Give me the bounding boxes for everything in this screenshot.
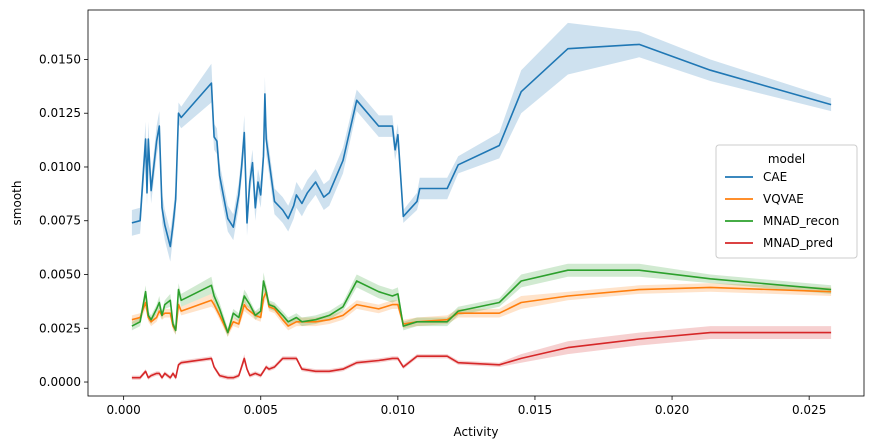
series-lines <box>131 43 832 379</box>
y-axis-ticks: 0.0000 0.0025 0.0050 0.0075 0.0100 0.0125 0.01… <box>39 52 88 389</box>
legend: model CAE VQVAE MNAD_recon MNAD_pred <box>715 144 858 259</box>
x-tick-label: 0.025 <box>792 403 826 417</box>
series-line-0 <box>131 43 832 248</box>
y-tick-label: 0.0050 <box>39 268 81 282</box>
y-tick-label: 0.0125 <box>39 106 81 120</box>
x-tick-label: 0.015 <box>518 403 552 417</box>
y-tick-label: 0.0025 <box>39 321 81 335</box>
ci-band-series-0 <box>131 22 832 262</box>
legend-title: model <box>768 152 805 166</box>
ci-band-series-2 <box>131 263 832 337</box>
legend-label: MNAD_pred <box>763 236 833 250</box>
legend-label: CAE <box>763 170 787 184</box>
x-tick-label: 0.005 <box>244 403 278 417</box>
y-tick-label: 0.0100 <box>39 160 81 174</box>
confidence-bands <box>131 22 832 380</box>
legend-items: CAE VQVAE MNAD_recon MNAD_pred <box>725 170 839 250</box>
ci-band-series-3 <box>131 326 832 380</box>
legend-label: MNAD_recon <box>763 214 839 228</box>
series-line-2 <box>131 269 832 334</box>
legend-box <box>715 144 858 259</box>
legend-label: VQVAE <box>763 192 804 206</box>
ci-band-series-1 <box>131 283 832 337</box>
plot-frame <box>87 9 865 397</box>
y-tick-label: 0.0075 <box>39 214 81 228</box>
y-tick-label: 0.0000 <box>39 375 81 389</box>
x-axis-ticks: 0.000 0.005 0.010 0.015 0.020 0.025 <box>106 396 826 417</box>
y-tick-label: 0.0150 <box>39 52 81 66</box>
x-tick-label: 0.000 <box>106 403 140 417</box>
x-tick-label: 0.020 <box>655 403 689 417</box>
x-axis-label: Activity <box>454 425 499 439</box>
x-tick-label: 0.010 <box>381 403 415 417</box>
y-axis-label: smooth <box>10 181 24 226</box>
series-line-3 <box>131 331 832 379</box>
